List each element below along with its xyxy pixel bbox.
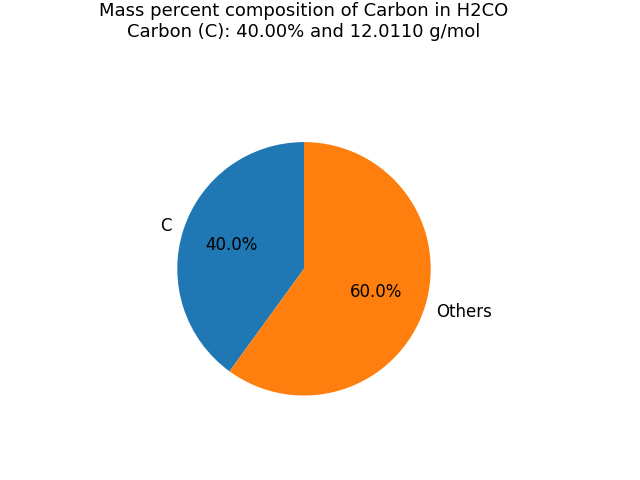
Wedge shape <box>230 142 431 396</box>
Wedge shape <box>177 142 304 372</box>
Text: C: C <box>160 217 172 235</box>
Title: Mass percent composition of Carbon in H2CO
Carbon (C): 40.00% and 12.0110 g/mol: Mass percent composition of Carbon in H2… <box>99 2 509 41</box>
Text: Others: Others <box>436 303 492 321</box>
Text: 40.0%: 40.0% <box>205 236 258 254</box>
Text: 60.0%: 60.0% <box>350 283 403 301</box>
